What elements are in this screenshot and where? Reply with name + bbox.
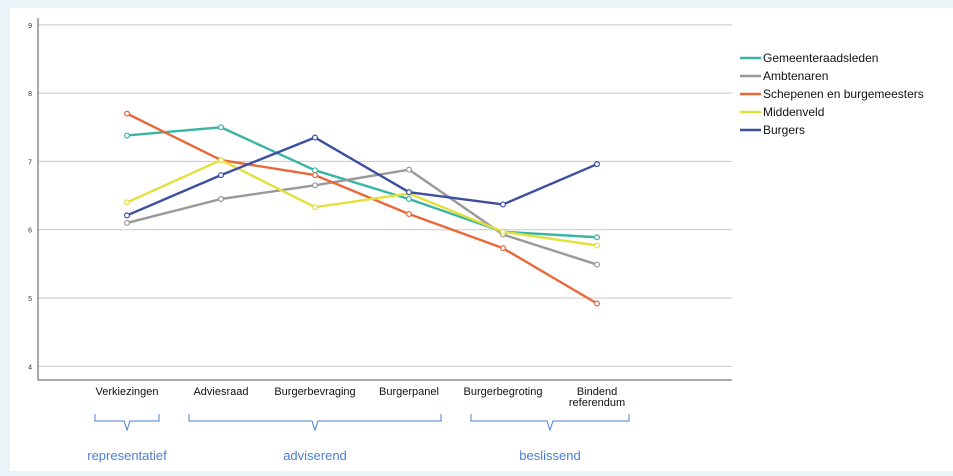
data-point-middenveld: [593, 242, 600, 249]
data-point-gemeenteraadsleden: [593, 234, 600, 241]
data-point-burgers: [406, 189, 413, 196]
series-line-burgers: [126, 136, 598, 217]
data-point-schepenen-en-burgemeesters: [593, 300, 600, 307]
data-point-middenveld: [312, 204, 319, 211]
chart-panel: 4 5 6 7 8 9 Verkiezingen Adviesraad Burgerbevrag…: [10, 8, 953, 471]
y-tick-label: 4: [28, 364, 32, 371]
legend-label: Schepenen en burgemeesters: [763, 87, 924, 101]
legend-label: Middenveld: [763, 105, 824, 119]
data-point-gemeenteraadsleden: [218, 124, 225, 131]
legend-label: Ambtenaren: [763, 69, 828, 83]
series-line-ambtenaren: [126, 168, 598, 266]
data-point-ambtenaren: [312, 182, 319, 189]
data-point-burgers: [123, 212, 130, 219]
y-tick-label: 9: [28, 23, 32, 30]
y-tick-label: 7: [28, 159, 32, 166]
group-brace: [188, 414, 442, 432]
x-tick-label: Burgerbegroting: [464, 386, 543, 398]
data-point-middenveld: [218, 157, 225, 164]
group-brace: [470, 414, 630, 432]
y-tick-label: 5: [28, 296, 32, 303]
legend-label: Gemeenteraadsleden: [763, 51, 878, 65]
y-tick-label: 6: [28, 228, 32, 235]
x-tick-label: referendum: [569, 397, 625, 409]
data-point-middenveld: [500, 228, 507, 235]
x-tick-label: Burgerpanel: [379, 386, 439, 398]
data-point-burgers: [593, 161, 600, 168]
data-point-ambtenaren: [218, 196, 225, 203]
data-point-burgers: [312, 134, 319, 141]
data-point-ambtenaren: [593, 261, 600, 268]
data-point-schepenen-en-burgemeesters: [312, 172, 319, 179]
series-line-gemeenteraadsleden: [126, 126, 598, 239]
group-label: adviserend: [283, 448, 347, 463]
data-point-schepenen-en-burgemeesters: [500, 245, 507, 252]
series-line-middenveld: [126, 158, 598, 247]
series-line-schepenen-en-burgemeesters: [126, 112, 598, 305]
group-label: beslissend: [519, 448, 580, 463]
data-point-ambtenaren: [123, 219, 130, 226]
data-point-burgers: [500, 201, 507, 208]
data-point-gemeenteraadsleden: [406, 196, 413, 203]
data-point-middenveld: [123, 199, 130, 206]
data-point-schepenen-en-burgemeesters: [123, 110, 130, 117]
data-point-schepenen-en-burgemeesters: [406, 211, 413, 218]
group-brace: [94, 414, 160, 432]
x-tick-label: Bindend: [577, 386, 617, 398]
data-point-gemeenteraadsleden: [123, 132, 130, 139]
group-label: representatief: [87, 448, 167, 463]
x-tick-label: Verkiezingen: [96, 386, 159, 398]
x-tick-label: Adviesraad: [193, 386, 248, 398]
y-tick-label: 8: [28, 91, 32, 98]
data-point-gemeenteraadsleden: [312, 167, 319, 174]
data-point-burgers: [218, 172, 225, 179]
x-tick-label: Burgerbevraging: [274, 386, 355, 398]
data-point-ambtenaren: [406, 166, 413, 173]
legend-label: Burgers: [763, 123, 805, 137]
line-chart: 4 5 6 7 8 9 Verkiezingen Adviesraad Burgerbevrag…: [28, 18, 924, 463]
